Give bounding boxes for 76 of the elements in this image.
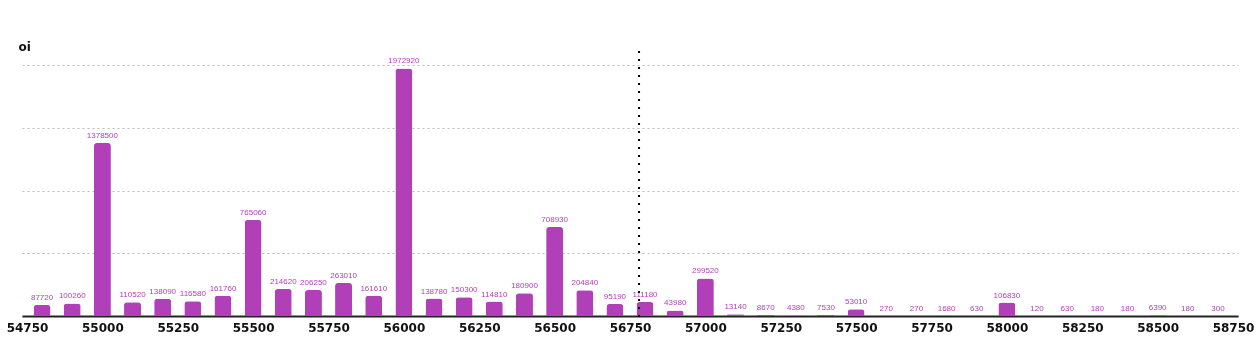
- data-label: 8670: [756, 302, 776, 312]
- data-label: 180: [1090, 303, 1105, 313]
- data-label: 206250: [300, 278, 328, 288]
- data-label: 161760: [209, 283, 237, 293]
- data-label: 300: [1211, 303, 1226, 313]
- data-label: 214620: [269, 277, 298, 287]
- x-tick-label: 56750: [609, 320, 652, 335]
- x-tick-label: 57250: [760, 320, 803, 335]
- data-label: 138090: [149, 286, 177, 296]
- x-tick-label: 55000: [82, 320, 124, 335]
- data-label: 270: [909, 303, 924, 313]
- data-label: 95190: [603, 292, 627, 302]
- x-tick-label: 58000: [986, 320, 1029, 335]
- x-tick-label: 55250: [157, 320, 200, 335]
- x-tick-label: 56000: [383, 320, 426, 335]
- bar: [274, 289, 292, 316]
- bar: [365, 295, 383, 316]
- bar: [93, 143, 111, 316]
- data-label: 6390: [1148, 303, 1168, 313]
- bar: [998, 302, 1016, 316]
- data-label: 138780: [420, 286, 448, 296]
- data-label: 43980: [664, 298, 687, 308]
- data-label: 180900: [511, 281, 539, 291]
- bar: [425, 298, 443, 316]
- y-axis-title: oi: [18, 39, 31, 54]
- data-label: 116580: [179, 289, 207, 299]
- bar: [485, 301, 503, 316]
- data-label: 708930: [541, 215, 569, 225]
- x-tick-label: 54750: [6, 320, 49, 335]
- x-tick-label: 57000: [685, 320, 727, 335]
- bar: [214, 295, 232, 316]
- data-label: 114810: [481, 289, 508, 299]
- x-tick-label: 55500: [232, 320, 275, 335]
- data-label: 299520: [692, 266, 720, 276]
- data-label: 1972920: [388, 56, 420, 66]
- bar: [335, 282, 353, 316]
- bar: [244, 219, 262, 316]
- data-label: 180: [1120, 303, 1135, 313]
- bar: [154, 298, 172, 316]
- x-tick-label: 58500: [1137, 320, 1179, 335]
- x-tick-label: 56250: [458, 320, 501, 335]
- x-tick-label: 57750: [911, 320, 953, 335]
- data-label: 630: [970, 303, 984, 313]
- data-label: 150300: [450, 285, 479, 295]
- data-label: 765060: [239, 207, 268, 217]
- data-label: 110520: [119, 290, 147, 300]
- data-label: 106830: [993, 290, 1021, 300]
- data-label: 13140: [724, 302, 748, 312]
- bar: [395, 68, 413, 316]
- data-label: 1378500: [86, 131, 119, 140]
- data-label: 4380: [786, 303, 806, 313]
- x-tick-label: 55750: [308, 320, 350, 335]
- data-label: 270: [879, 303, 894, 313]
- data-label: 630: [1060, 303, 1075, 313]
- data-label: 120: [1030, 303, 1045, 313]
- bar: [696, 278, 714, 316]
- data-label: 180: [1181, 303, 1195, 313]
- x-tick-label: 58250: [1061, 320, 1104, 335]
- data-label: 7530: [817, 303, 836, 313]
- data-label: 263010: [330, 270, 358, 280]
- bar: [515, 293, 533, 316]
- data-label: 1680: [937, 303, 957, 313]
- data-label: 204840: [571, 278, 599, 288]
- bar: [304, 290, 322, 316]
- bar: [606, 304, 624, 316]
- bar: [576, 290, 594, 316]
- x-tick-label: 58750: [1212, 320, 1255, 335]
- data-label: 53010: [845, 297, 868, 307]
- data-label: 161610: [360, 283, 388, 293]
- x-tick-label: 56500: [534, 320, 576, 335]
- data-label: 87720: [30, 292, 54, 302]
- data-label: 111180: [632, 290, 659, 300]
- x-tick-label: 57500: [835, 320, 878, 335]
- bar: [33, 304, 51, 316]
- bar: [546, 227, 564, 316]
- data-label: 100260: [58, 291, 87, 301]
